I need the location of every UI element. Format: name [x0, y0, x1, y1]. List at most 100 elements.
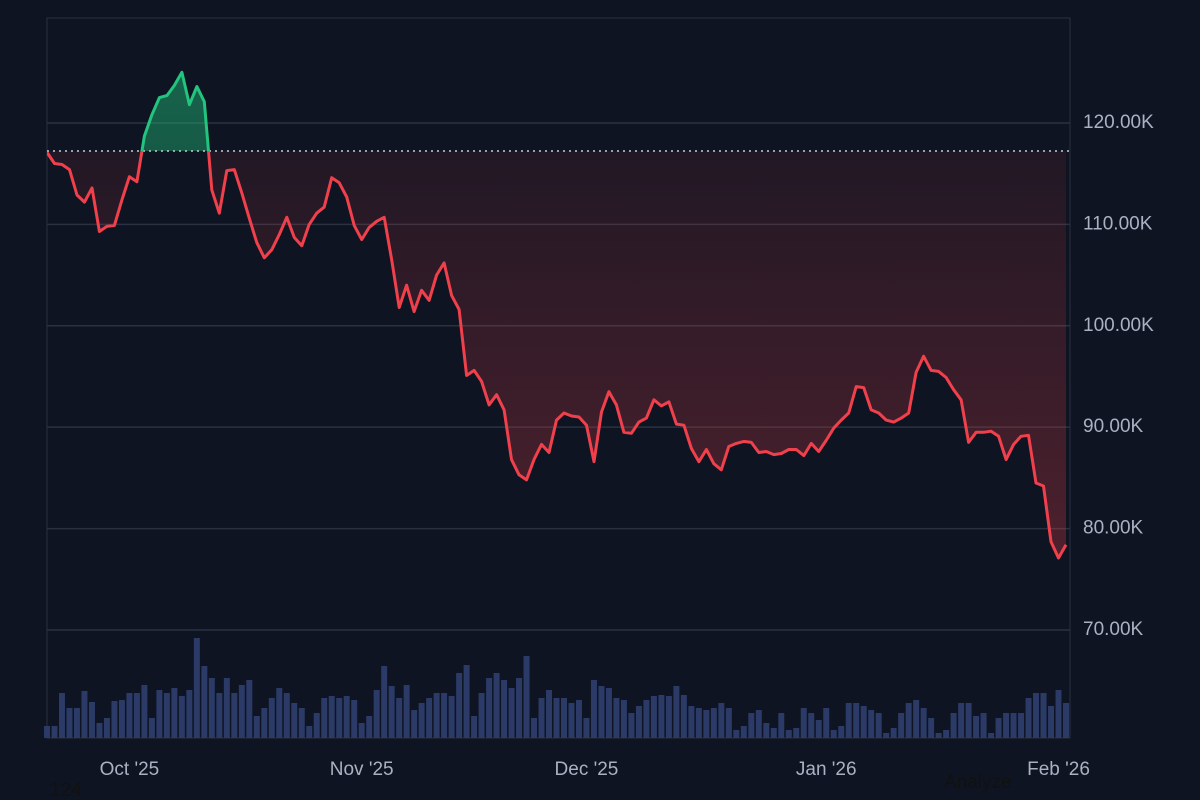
volume-bar [628, 713, 635, 738]
volume-bar [815, 720, 822, 738]
volume-bar [575, 700, 582, 738]
x-tick-label: Feb '26 [1027, 759, 1090, 780]
volume-bar [658, 695, 665, 738]
volume-bar [1055, 690, 1062, 738]
volume-bar [478, 693, 485, 738]
volume-bar [156, 690, 163, 738]
volume-bar [448, 696, 455, 738]
volume-bar [66, 708, 73, 738]
volume-bar [598, 686, 605, 738]
area-up [47, 72, 1066, 151]
volume-bar [403, 685, 410, 738]
volume-bar [695, 708, 702, 738]
volume-bar [808, 713, 815, 738]
volume-bar [605, 688, 612, 738]
volume-bar [800, 708, 807, 738]
volume-bar [51, 726, 58, 738]
volume-bar [261, 708, 268, 738]
volume-bar [306, 726, 313, 738]
volume-bar [1040, 693, 1047, 738]
volume-bar [988, 733, 995, 738]
volume-bar [178, 696, 185, 738]
volume-bar [920, 708, 927, 738]
volume-bar [905, 703, 912, 738]
volume-bar [1003, 713, 1010, 738]
volume-bar [613, 698, 620, 738]
volume-bar [755, 710, 762, 738]
volume-bar [73, 708, 80, 738]
volume-bar [1010, 713, 1017, 738]
volume-bar [733, 730, 740, 738]
volume-bar [673, 686, 680, 738]
volume-bar [590, 680, 597, 738]
volume-bar [171, 688, 178, 738]
x-tick-label: Dec '25 [555, 759, 619, 780]
volume-bar [208, 678, 215, 738]
volume-bar [965, 703, 972, 738]
volume-bar [396, 698, 403, 738]
y-tick-label: 70.00K [1083, 619, 1144, 640]
volume-bar [81, 691, 88, 738]
volume-bar [898, 713, 905, 738]
volume-bar [141, 685, 148, 738]
volume-bar [268, 698, 275, 738]
volume-bar [508, 688, 515, 738]
y-tick-label: 120.00K [1083, 112, 1154, 133]
volume-bar [328, 696, 335, 738]
volume-bar [381, 666, 388, 738]
annotation: 124 [50, 780, 82, 800]
volume-bar [785, 730, 792, 738]
volume-bar [186, 690, 193, 738]
volume-bar [560, 698, 567, 738]
volume-bar [238, 685, 245, 738]
volume-bar [133, 693, 140, 738]
volume-bar [583, 718, 590, 738]
volume-bar [96, 723, 103, 738]
y-tick-label: 80.00K [1083, 518, 1144, 539]
volume-bar [388, 686, 395, 738]
volume-bar [44, 726, 50, 738]
volume-bar [463, 665, 470, 738]
volume-bar [1033, 693, 1040, 738]
volume-bar [118, 700, 125, 738]
volume-bar [283, 693, 290, 738]
x-tick-label: Jan '26 [796, 759, 857, 780]
volume-bar [531, 718, 538, 738]
volume-bar [1048, 706, 1055, 738]
volume-bar [426, 698, 433, 738]
volume-bar [763, 723, 770, 738]
volume-bar [456, 673, 463, 738]
volume-bar [980, 713, 987, 738]
volume-bar [943, 730, 950, 738]
volume-bar [650, 696, 657, 738]
volume-bar [838, 726, 845, 738]
volume-bar [688, 706, 695, 738]
volume-bar [770, 728, 777, 738]
volume-bar [486, 678, 493, 738]
volume-bar [111, 701, 118, 738]
area-down [47, 150, 1066, 558]
volume-bar [793, 728, 800, 738]
volume-bar [523, 656, 530, 738]
volume-bar [58, 693, 65, 738]
volume-bar [276, 688, 283, 738]
annotation: Analyze [944, 772, 1012, 793]
y-tick-label: 100.00K [1083, 315, 1154, 336]
volume-bar [890, 728, 897, 738]
volume-bar [680, 695, 687, 738]
volume-bar [725, 708, 732, 738]
volume-bar [103, 718, 110, 738]
volume-bar [336, 698, 343, 738]
volume-bar [665, 696, 672, 738]
x-tick-label: Oct '25 [100, 759, 160, 780]
volume-bar [740, 726, 747, 738]
volume-bar [546, 690, 553, 738]
volume-bar [148, 718, 155, 738]
volume-bar [553, 698, 560, 738]
volume-bar [778, 713, 785, 738]
volume-bar [441, 693, 448, 738]
volume-bar [703, 710, 710, 738]
volume-bar [433, 693, 440, 738]
volume-bar [246, 680, 253, 738]
